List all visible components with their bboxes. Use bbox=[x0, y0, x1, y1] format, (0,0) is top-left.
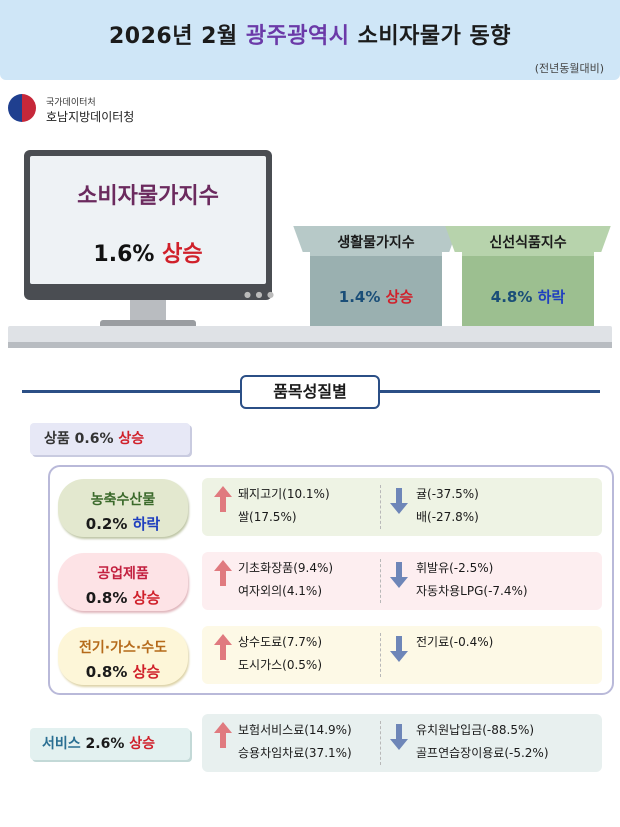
fall-item: 자동차용LPG(-7.4%) bbox=[416, 584, 528, 598]
rise-item: 돼지고기(10.1%) bbox=[238, 487, 330, 501]
desk-surface bbox=[8, 326, 612, 344]
org-name-line1: 국가데이터처 bbox=[46, 98, 96, 108]
fall-item: 휘발유(-2.5%) bbox=[416, 561, 494, 575]
arrow-up-icon bbox=[214, 560, 232, 586]
panel-separator bbox=[380, 633, 381, 677]
category-utilities-badge: 전기·가스·수도 0.8% 상승 bbox=[58, 627, 188, 685]
fresh-food-index-value: 4.8% 하락 bbox=[462, 286, 594, 307]
category-rate: 0.2% bbox=[85, 515, 128, 533]
monitor-base bbox=[100, 320, 196, 330]
goods-label: 상품 bbox=[44, 431, 70, 447]
category-rate: 0.8% bbox=[85, 663, 128, 681]
living-index-box bbox=[310, 252, 442, 328]
category-direction: 상승 bbox=[132, 589, 161, 607]
section-title: 품목성질별 bbox=[240, 375, 380, 409]
comparison-note: (전년동월대비) bbox=[534, 62, 604, 75]
fall-item: 배(-27.8%) bbox=[416, 510, 479, 524]
box-label-bg bbox=[310, 226, 442, 256]
arrow-down-icon bbox=[390, 636, 408, 662]
rise-item: 기초화장품(9.4%) bbox=[238, 561, 334, 575]
arrow-down-icon bbox=[390, 488, 408, 514]
living-index-value: 1.4% 상승 bbox=[310, 286, 442, 307]
monitor-neck bbox=[130, 300, 166, 322]
category-industrial-badge: 공업제품 0.8% 상승 bbox=[58, 553, 188, 611]
fresh-food-index-rate: 4.8% bbox=[490, 288, 533, 306]
cpi-rate: 1.6% bbox=[93, 242, 155, 267]
services-label: 서비스 bbox=[42, 736, 81, 752]
services-rate: 2.6% bbox=[85, 736, 125, 752]
rise-item: 여자외의(4.1%) bbox=[238, 584, 323, 598]
category-direction: 상승 bbox=[132, 663, 161, 681]
category-value: 0.8% 상승 bbox=[58, 661, 188, 682]
box-label-bg bbox=[462, 226, 594, 256]
goods-summary-tag: 상품 0.6% 상승 bbox=[30, 423, 190, 455]
fall-item: 전기료(-0.4%) bbox=[416, 635, 494, 649]
panel-separator bbox=[380, 721, 381, 765]
desk-edge bbox=[8, 342, 612, 348]
rise-item: 보험서비스료(14.9%) bbox=[238, 723, 352, 737]
cpi-direction: 상승 bbox=[162, 242, 203, 267]
fall-item: 귤(-37.5%) bbox=[416, 487, 479, 501]
arrow-up-icon bbox=[214, 722, 232, 748]
rise-item: 승용차임차료(37.1%) bbox=[238, 746, 352, 760]
title-prefix: 2026년 2월 bbox=[108, 24, 246, 49]
category-agri-badge: 농축수산물 0.2% 하락 bbox=[58, 479, 188, 537]
fall-item: 유치원납입금(-88.5%) bbox=[416, 723, 535, 737]
category-rate: 0.8% bbox=[85, 589, 128, 607]
services-summary-tag: 서비스 2.6% 상승 bbox=[30, 728, 190, 760]
title-region: 광주광역시 bbox=[245, 24, 350, 49]
rise-item: 상수도료(7.7%) bbox=[238, 635, 323, 649]
rise-item: 도시가스(0.5%) bbox=[238, 658, 323, 672]
category-value: 0.8% 상승 bbox=[58, 587, 188, 608]
fresh-food-index-label: 신선식품지수 bbox=[489, 235, 567, 251]
arrow-down-icon bbox=[390, 562, 408, 588]
fresh-food-index-direction: 하락 bbox=[537, 288, 566, 306]
arrow-down-icon bbox=[390, 724, 408, 750]
rise-item: 쌀(17.5%) bbox=[238, 510, 297, 524]
category-direction: 하락 bbox=[132, 515, 161, 533]
org-name-line2: 호남지방데이터청 bbox=[46, 110, 135, 124]
arrow-up-icon bbox=[214, 486, 232, 512]
panel-separator bbox=[380, 485, 381, 529]
taegeuk-logo-icon bbox=[8, 94, 36, 122]
cpi-value: 1.6% 상승 bbox=[30, 236, 266, 268]
goods-direction: 상승 bbox=[118, 431, 145, 447]
category-name: 공업제품 bbox=[97, 566, 149, 582]
living-index-rate: 1.4% bbox=[338, 288, 381, 306]
category-name: 전기·가스·수도 bbox=[79, 640, 167, 656]
cpi-label: 소비자물가지수 bbox=[77, 184, 219, 209]
fall-item: 골프연습장이용료(-5.2%) bbox=[416, 746, 549, 760]
page-title: 2026년 2월 광주광역시 소비자물가 동향 bbox=[0, 18, 620, 50]
fresh-food-index-box bbox=[462, 252, 594, 328]
goods-rate: 0.6% bbox=[74, 431, 114, 447]
services-direction: 상승 bbox=[129, 736, 155, 752]
category-name: 농축수산물 bbox=[90, 492, 156, 508]
panel-separator bbox=[380, 559, 381, 603]
arrow-up-icon bbox=[214, 634, 232, 660]
living-index-label: 생활물가지수 bbox=[337, 235, 415, 251]
monitor-screen bbox=[30, 156, 266, 284]
monitor-dots-icon: ● ● ● bbox=[244, 290, 276, 299]
header-banner bbox=[0, 0, 620, 80]
title-suffix: 소비자물가 동향 bbox=[349, 24, 512, 49]
category-value: 0.2% 하락 bbox=[58, 513, 188, 534]
living-index-direction: 상승 bbox=[385, 288, 414, 306]
